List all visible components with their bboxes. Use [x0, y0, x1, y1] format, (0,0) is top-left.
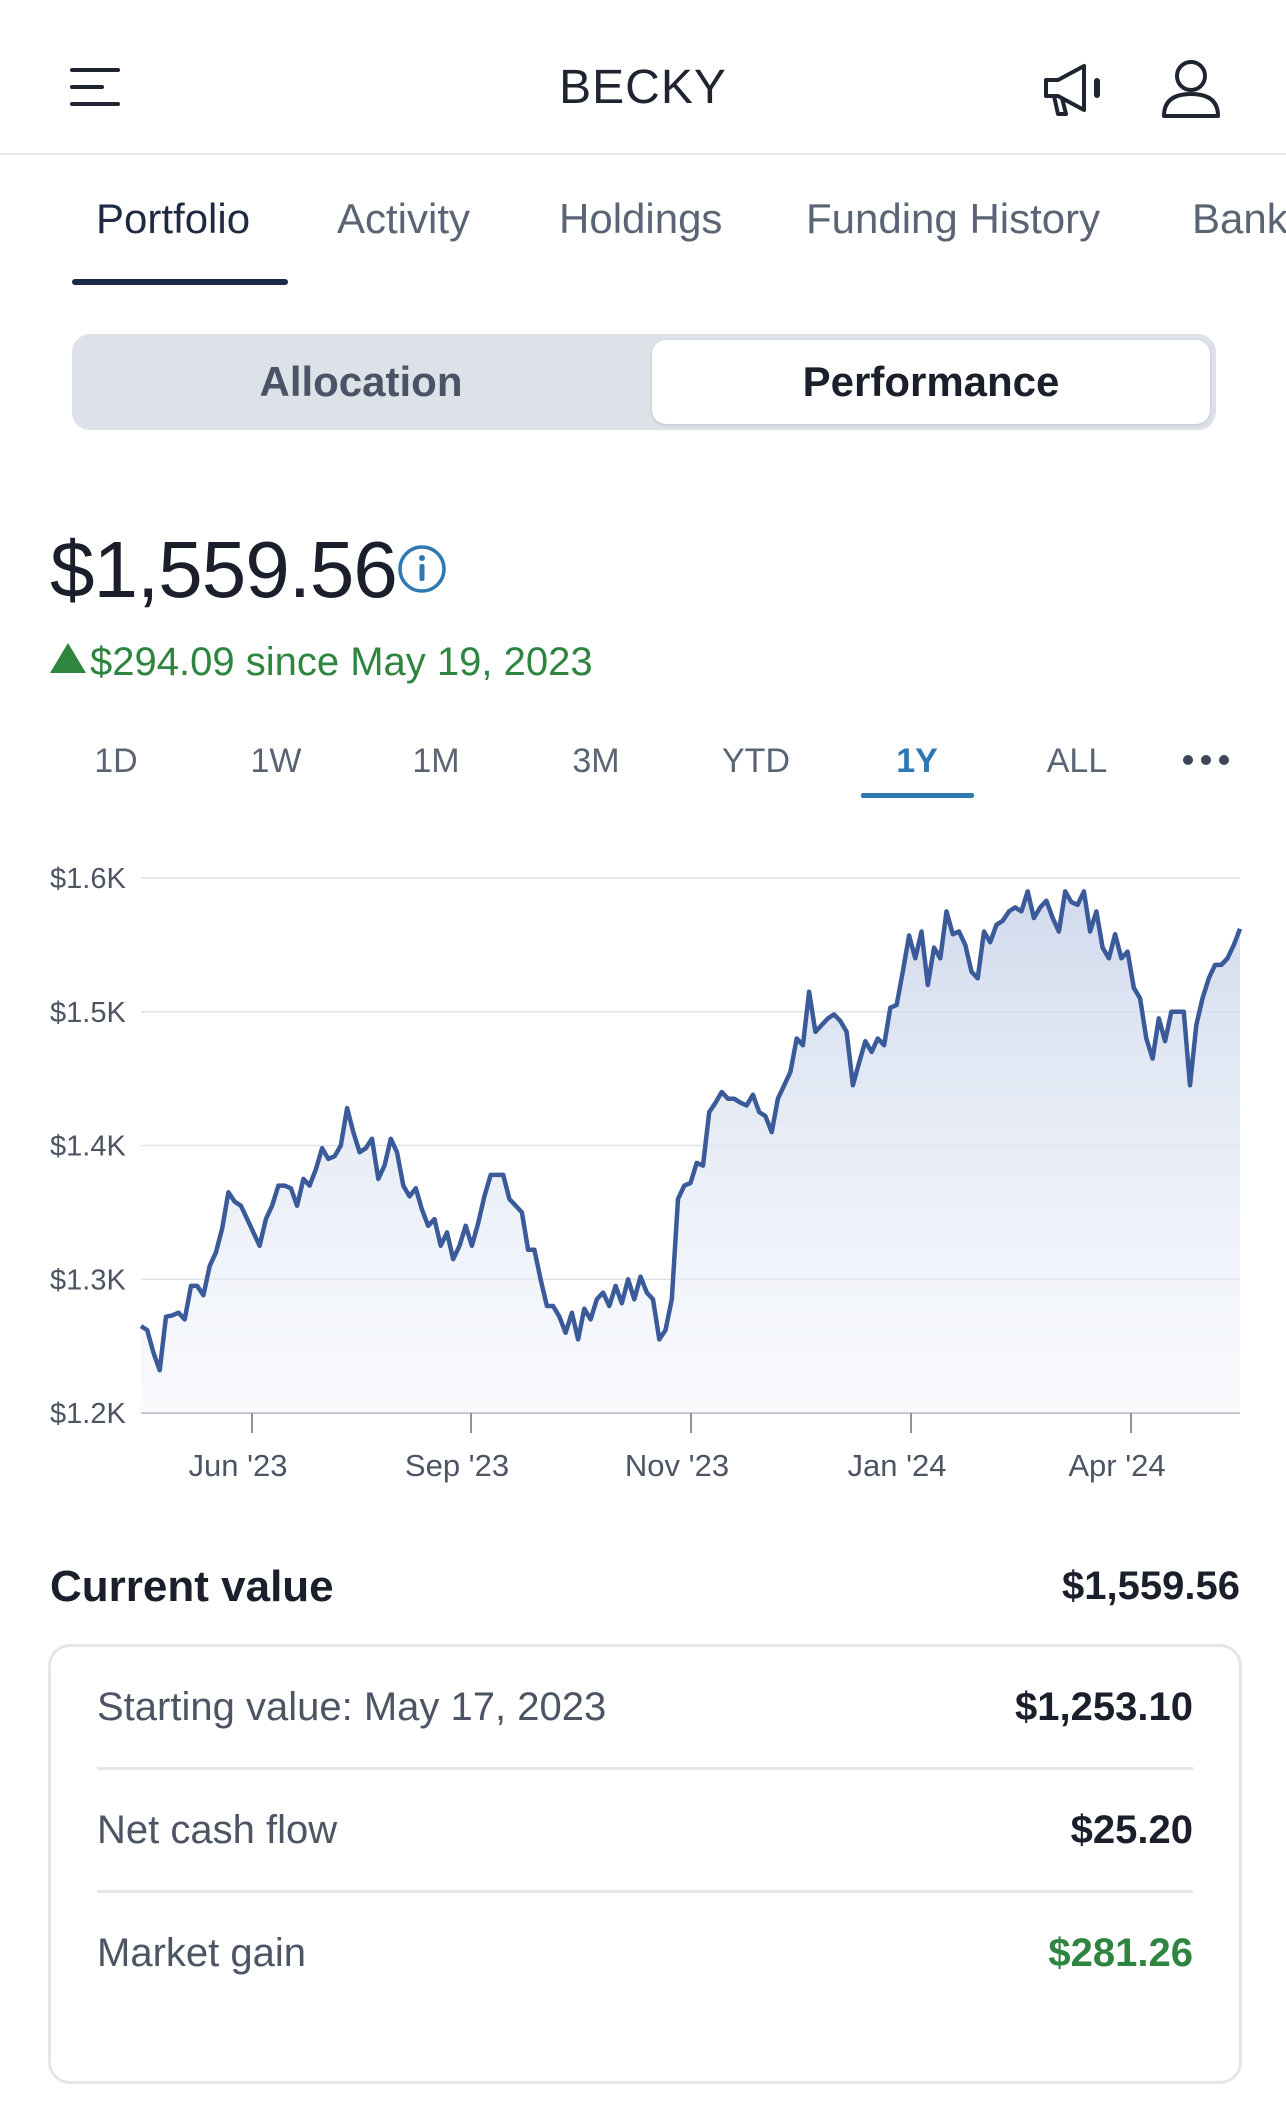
range-1y[interactable]: 1Y [896, 742, 938, 780]
more-options-icon[interactable] [1180, 750, 1232, 770]
y-tick-label: $1.6K [50, 863, 126, 895]
value-change-text: $294.09 since May 19, 2023 [90, 640, 593, 684]
active-range-indicator [861, 793, 974, 798]
market-gain-label: Market gain [97, 1931, 306, 1975]
range-3m[interactable]: 3M [572, 742, 620, 780]
range-all[interactable]: ALL [1046, 742, 1108, 780]
tab-funding-history[interactable]: Funding History [806, 195, 1101, 242]
range-ytd[interactable]: YTD [722, 742, 790, 780]
row-divider [97, 1767, 1193, 1770]
current-value-amount: $1,559.56 [1062, 1564, 1240, 1608]
tab-activity[interactable]: Activity [337, 195, 471, 242]
row-divider [97, 1890, 1193, 1893]
user-icon[interactable] [1160, 58, 1222, 120]
section-tabs: Portfolio Activity Holdings Funding Hist… [0, 155, 1286, 285]
starting-value-label: Starting value: May 17, 2023 [97, 1685, 607, 1729]
chart-area-fill [141, 891, 1240, 1413]
app-header: BECKY [0, 0, 1286, 155]
x-tick-label: Nov '23 [625, 1448, 729, 1483]
active-tab-indicator [72, 279, 288, 285]
x-tick-label: Apr '24 [1068, 1448, 1165, 1483]
value-change: $294.09 since May 19, 2023 [50, 640, 593, 685]
market-gain-row: Market gain $281.26 [97, 1893, 1193, 2015]
y-tick-label: $1.4K [50, 1131, 126, 1163]
app-title: BECKY [559, 61, 727, 114]
megaphone-icon[interactable] [1040, 58, 1106, 120]
x-tick-label: Jun '23 [189, 1448, 288, 1483]
allocation-button[interactable]: Allocation [259, 358, 463, 405]
starting-value-row: Starting value: May 17, 2023 $1,253.10 [97, 1647, 1193, 1769]
hamburger-menu-icon[interactable] [70, 66, 122, 110]
starting-value-amount: $1,253.10 [1015, 1685, 1193, 1729]
y-tick-label: $1.2K [50, 1398, 126, 1430]
value-breakdown-card: Starting value: May 17, 2023 $1,253.10 N… [48, 1644, 1242, 2084]
range-1d[interactable]: 1D [94, 742, 138, 780]
x-tick-label: Jan '24 [848, 1448, 947, 1483]
y-tick-label: $1.5K [50, 997, 126, 1029]
range-1w[interactable]: 1W [250, 742, 302, 780]
up-arrow-icon [50, 643, 86, 673]
net-cash-flow-row: Net cash flow $25.20 [97, 1770, 1193, 1892]
performance-chart: $1.2K $1.3K $1.4K $1.5K $1.6K Jun '23 Sep '23 N… [50, 863, 1243, 1483]
portfolio-value: $1,559.56 [50, 525, 398, 614]
tab-bank[interactable]: Bank [1192, 195, 1286, 242]
x-tick-label: Sep '23 [405, 1448, 509, 1483]
tab-holdings[interactable]: Holdings [559, 195, 723, 242]
current-value-label: Current value [50, 1562, 334, 1611]
info-icon[interactable] [396, 543, 448, 595]
net-cash-flow-amount: $25.20 [1070, 1808, 1193, 1852]
view-segmented-control: Allocation Performance [72, 334, 1216, 430]
y-tick-label: $1.3K [50, 1264, 126, 1296]
market-gain-amount: $281.26 [1048, 1931, 1193, 1975]
chart-series-line [139, 889, 1243, 1373]
performance-button[interactable]: Performance [652, 340, 1210, 424]
tab-portfolio[interactable]: Portfolio [96, 195, 251, 242]
range-1m[interactable]: 1M [412, 742, 460, 780]
net-cash-flow-label: Net cash flow [97, 1808, 338, 1852]
